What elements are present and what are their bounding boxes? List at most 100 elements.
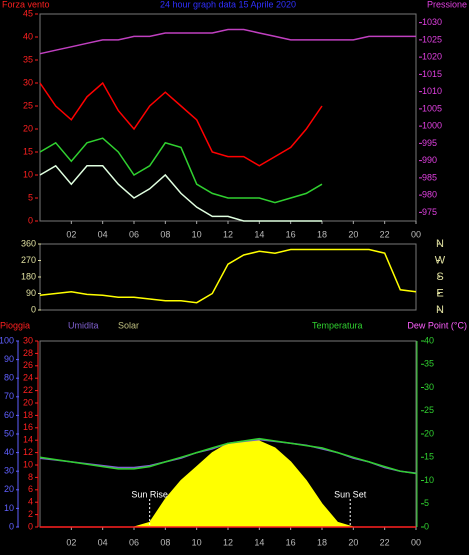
y-tick-label: 60 bbox=[4, 410, 14, 420]
legend-label: Temperatura bbox=[312, 320, 363, 330]
y-tick-label: 995 bbox=[422, 138, 437, 148]
y-tick-label: 20 bbox=[4, 484, 14, 494]
x-tick-label: 08 bbox=[160, 229, 170, 239]
x-tick-label: 20 bbox=[348, 537, 358, 547]
y-tick-label: 70 bbox=[4, 391, 14, 401]
y-tick-label: 6 bbox=[28, 484, 33, 494]
y-tick-label: 50 bbox=[4, 428, 14, 438]
y-tick-label: 25 bbox=[23, 100, 33, 110]
y-tick-label: 40 bbox=[23, 31, 33, 41]
x-tick-label: 14 bbox=[254, 229, 264, 239]
x-tick-label: 12 bbox=[223, 537, 233, 547]
y-tick-label: 1020 bbox=[422, 52, 442, 62]
x-tick-label: 16 bbox=[286, 537, 296, 547]
y-tick-label: 10 bbox=[4, 503, 14, 513]
legend-label: Pioggia bbox=[0, 320, 30, 330]
y-tick-label: 0 bbox=[31, 304, 36, 314]
y-tick-label: 1025 bbox=[422, 34, 442, 44]
y-tick-label: 30 bbox=[23, 335, 33, 345]
y-tick-label: 26 bbox=[23, 360, 33, 370]
y-tick-label: 15 bbox=[424, 452, 434, 462]
y-tick-label: 980 bbox=[422, 190, 437, 200]
x-tick-label: 16 bbox=[286, 229, 296, 239]
y-tick-label: 180 bbox=[21, 271, 36, 281]
x-tick-label: 22 bbox=[380, 537, 390, 547]
y-tick-label: 0 bbox=[28, 215, 33, 225]
y-tick-label: 80 bbox=[4, 373, 14, 383]
line bbox=[39, 137, 323, 204]
line bbox=[39, 164, 322, 222]
y-tick-label: 45 bbox=[23, 8, 33, 18]
y-tick-label: 8 bbox=[28, 472, 33, 482]
y-tick-label: 40 bbox=[424, 335, 434, 345]
x-tick-label: 00 bbox=[411, 537, 421, 547]
y-tick-label: S bbox=[436, 271, 443, 283]
y-tick-label: 0 bbox=[9, 521, 14, 531]
y-tick-label: 975 bbox=[422, 207, 437, 217]
y-tick-label: 10 bbox=[23, 169, 33, 179]
y-tick-label: 985 bbox=[422, 172, 437, 182]
y-tick-label: 10 bbox=[424, 475, 434, 485]
y-tick-label: 20 bbox=[23, 123, 33, 133]
area bbox=[40, 440, 416, 528]
y-tick-label: 4 bbox=[28, 497, 33, 507]
y-tick-label: 20 bbox=[23, 397, 33, 407]
plot-frame bbox=[39, 243, 417, 311]
x-tick-label: 06 bbox=[129, 229, 139, 239]
x-tick-label: 00 bbox=[411, 229, 421, 239]
y-tick-label: N bbox=[436, 238, 444, 250]
y-tick-label: 40 bbox=[4, 447, 14, 457]
x-tick-label: 04 bbox=[98, 229, 108, 239]
plot-frame bbox=[39, 13, 417, 222]
y-tick-label: 1015 bbox=[422, 69, 442, 79]
x-tick-label: 18 bbox=[317, 537, 327, 547]
x-tick-label: 20 bbox=[348, 229, 358, 239]
y-tick-label: 22 bbox=[23, 385, 33, 395]
annotation-label: Sun Set bbox=[334, 489, 367, 499]
y-axis-label: Forza vento bbox=[2, 0, 50, 9]
y-tick-label: 30 bbox=[23, 77, 33, 87]
y-tick-label: 14 bbox=[23, 435, 33, 445]
annotation-label: Sun Rise bbox=[131, 489, 168, 499]
y-tick-label: 1005 bbox=[422, 103, 442, 113]
x-tick-label: 10 bbox=[192, 537, 202, 547]
x-tick-label: 02 bbox=[66, 537, 76, 547]
x-tick-label: 06 bbox=[129, 537, 139, 547]
y-tick-label: 1010 bbox=[422, 86, 442, 96]
y-tick-label: E bbox=[436, 287, 443, 299]
chart-title: 24 hour graph data 15 Aprile 2020 bbox=[160, 0, 296, 9]
y-tick-label: 1000 bbox=[422, 121, 442, 131]
line bbox=[39, 81, 323, 167]
x-tick-label: 18 bbox=[317, 229, 327, 239]
y-tick-label: 5 bbox=[28, 192, 33, 202]
y-tick-label: 0 bbox=[28, 521, 33, 531]
y-tick-label: 15 bbox=[23, 146, 33, 156]
legend-label: Umidita bbox=[68, 320, 99, 330]
line bbox=[39, 248, 417, 304]
x-tick-label: 04 bbox=[98, 537, 108, 547]
y-tick-label: 20 bbox=[424, 428, 434, 438]
y-tick-label: 24 bbox=[23, 373, 33, 383]
y-tick-label: 10 bbox=[23, 459, 33, 469]
y2-axis-label: Pressione bbox=[427, 0, 467, 9]
line bbox=[39, 28, 416, 55]
x-tick-label: 14 bbox=[254, 537, 264, 547]
y2-axis-label: Dew Point (°C) bbox=[407, 320, 467, 330]
y-tick-label: 28 bbox=[23, 348, 33, 358]
y-tick-label: 2 bbox=[28, 509, 33, 519]
y-tick-label: 35 bbox=[23, 54, 33, 64]
y-tick-label: 360 bbox=[21, 238, 36, 248]
y-tick-label: 18 bbox=[23, 410, 33, 420]
y-tick-label: 90 bbox=[26, 288, 36, 298]
y-tick-label: 990 bbox=[422, 155, 437, 165]
line bbox=[39, 437, 417, 475]
y-tick-label: 25 bbox=[424, 405, 434, 415]
y-tick-label: 90 bbox=[4, 354, 14, 364]
y-tick-label: 100 bbox=[0, 335, 14, 345]
x-tick-label: 22 bbox=[380, 229, 390, 239]
y-tick-label: W bbox=[435, 254, 446, 266]
y-tick-label: 12 bbox=[23, 447, 33, 457]
x-tick-label: 12 bbox=[223, 229, 233, 239]
y-tick-label: 16 bbox=[23, 422, 33, 432]
